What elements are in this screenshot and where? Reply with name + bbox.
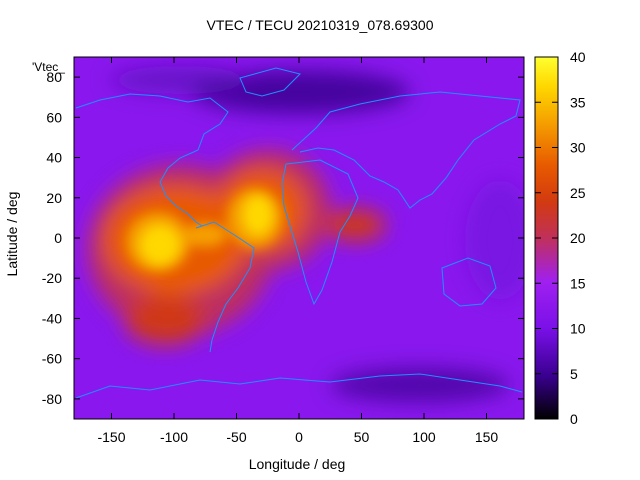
trough-north-west (110, 66, 250, 94)
chart-title: VTEC / TECU 20210319_078.69300 (206, 17, 434, 33)
y-tick-label: 20 (46, 190, 62, 206)
colorbar-tick-label: 40 (570, 49, 586, 65)
crest-bridge (183, 223, 227, 247)
colorbar-tick-label: 10 (570, 321, 586, 337)
y-tick-label: -80 (42, 391, 62, 407)
trough-east (465, 180, 524, 300)
x-tick-label: -100 (160, 429, 188, 445)
colorbar-tick-label: 15 (570, 275, 586, 291)
y-axis-ticks: -80 -60 -40 -20 0 20 40 60 80 (42, 69, 524, 407)
coast-africa (281, 159, 359, 306)
colorbar-tick-label: 20 (570, 230, 586, 246)
y-tick-label: -40 (42, 310, 62, 326)
coastlines (75, 67, 523, 399)
eastern-extension (325, 209, 385, 241)
coast-antarctica (75, 373, 523, 399)
coast-north-america (75, 93, 229, 227)
trough-south (330, 367, 510, 403)
colorbar-tick-label: 35 (570, 94, 586, 110)
heatmap-field (74, 57, 524, 419)
x-axis-label: Longitude / deg (248, 456, 346, 472)
colorbar-tick-label: 5 (570, 366, 578, 382)
y-tick-label: -60 (42, 351, 62, 367)
legend-entry: 'Vtec_ (32, 60, 65, 74)
southern-lobe (125, 295, 205, 345)
x-tick-label: 150 (475, 429, 499, 445)
y-tick-label: -20 (42, 270, 62, 286)
y-tick-label: 40 (46, 150, 62, 166)
x-axis-ticks: -150 -100 -50 0 50 100 150 (97, 57, 498, 445)
y-tick-label: 0 (54, 230, 62, 246)
x-tick-label: 0 (295, 429, 303, 445)
crest-west (140, 225, 180, 265)
colorbar-tick-label: 0 (570, 411, 578, 427)
y-tick-label: 60 (46, 109, 62, 125)
coast-eurasia (291, 91, 521, 209)
crest-east (243, 195, 273, 235)
colorbar-ticks: 0 5 10 15 20 25 30 35 40 (535, 49, 586, 427)
colorbar-tick-label: 30 (570, 140, 586, 156)
x-tick-label: 100 (412, 429, 436, 445)
colorbar-tick-label: 25 (570, 185, 586, 201)
x-tick-label: -50 (226, 429, 246, 445)
x-tick-label: 50 (354, 429, 370, 445)
y-tick-label: 80 (46, 69, 62, 85)
coast-australia (441, 257, 497, 307)
x-tick-label: -150 (97, 429, 125, 445)
coast-greenland (239, 67, 301, 97)
coast-south-america (195, 221, 255, 353)
